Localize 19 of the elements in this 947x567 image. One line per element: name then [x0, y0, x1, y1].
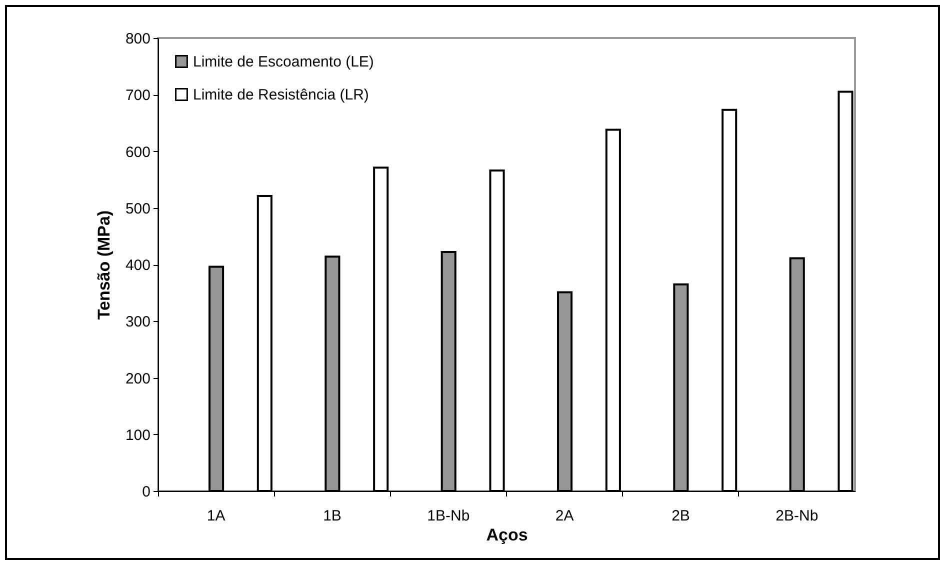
y-tick-label: 600 [125, 144, 150, 161]
y-tick-label: 0 [142, 484, 150, 500]
y-tick-label: 200 [125, 370, 150, 388]
y-tick-label: 300 [125, 314, 150, 331]
x-tick-label: 2A [555, 508, 574, 524]
legend-label: Limite de Resistência (LR) [193, 86, 369, 104]
x-tick-label: 2B [672, 508, 690, 524]
y-axis-title: Tensão (MPa) [94, 210, 114, 320]
y-tick-label: 500 [125, 200, 150, 218]
x-tick-label: 1A [206, 508, 226, 524]
x-axis-title: Aços [486, 526, 528, 544]
x-tick-label: 2B-Nb [776, 508, 818, 524]
legend-label: Limite de Escoamento (LE) [193, 54, 374, 70]
x-tick-label: 1B [323, 508, 342, 524]
y-tick-label: 100 [125, 426, 150, 444]
y-tick-label: 700 [125, 87, 150, 104]
x-tick-label: 1B-Nb [427, 508, 470, 524]
y-tick-label: 800 [125, 30, 150, 48]
y-tick-label: 400 [125, 257, 150, 274]
